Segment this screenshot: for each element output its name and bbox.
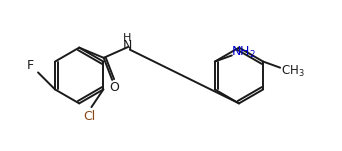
Text: H: H [123,33,132,43]
Text: N: N [123,39,132,52]
Text: Cl: Cl [83,110,96,123]
Text: O: O [109,81,119,94]
Text: CH$_3$: CH$_3$ [281,64,305,79]
Text: F: F [27,59,34,72]
Text: NH$_2$: NH$_2$ [231,45,256,60]
